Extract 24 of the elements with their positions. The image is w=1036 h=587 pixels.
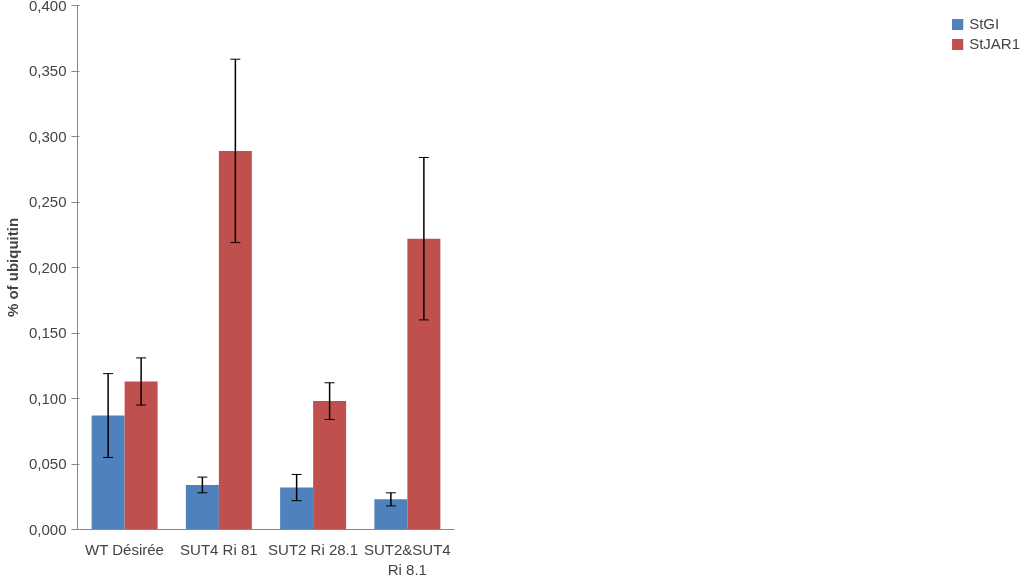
x-tick-label: WT Désirée [85, 540, 164, 558]
bar [124, 381, 158, 530]
legend-label: StJAR1 [969, 35, 1020, 52]
y-tick-label: 0,100 [28, 389, 67, 407]
x-tick-label: SUT2&SUT4 Ri 8.1 [364, 540, 451, 578]
legend-label: StGI [969, 15, 1000, 32]
x-tick-label: SUT2 Ri 28.1 [268, 540, 359, 558]
y-tick-label: 0,050 [28, 455, 67, 472]
bar [91, 415, 125, 530]
y-tick-label: 0,250 [28, 193, 67, 210]
bar [280, 487, 314, 530]
y-axis-title: % of ubiquitin [3, 217, 21, 318]
y-tick-label: 0,200 [28, 258, 67, 276]
y-tick-label: 0,400 [28, 0, 67, 14]
y-tick-label: 0,150 [28, 324, 67, 341]
y-tick-label: 0,000 [28, 520, 67, 538]
bar [313, 401, 347, 530]
bar [185, 484, 219, 530]
y-tick-label: 0,300 [28, 127, 67, 145]
bar [218, 150, 252, 530]
y-tick-label: 0,350 [28, 62, 67, 79]
bar [407, 238, 441, 530]
bar [374, 499, 408, 530]
x-tick-label: SUT4 Ri 81 [180, 540, 258, 558]
